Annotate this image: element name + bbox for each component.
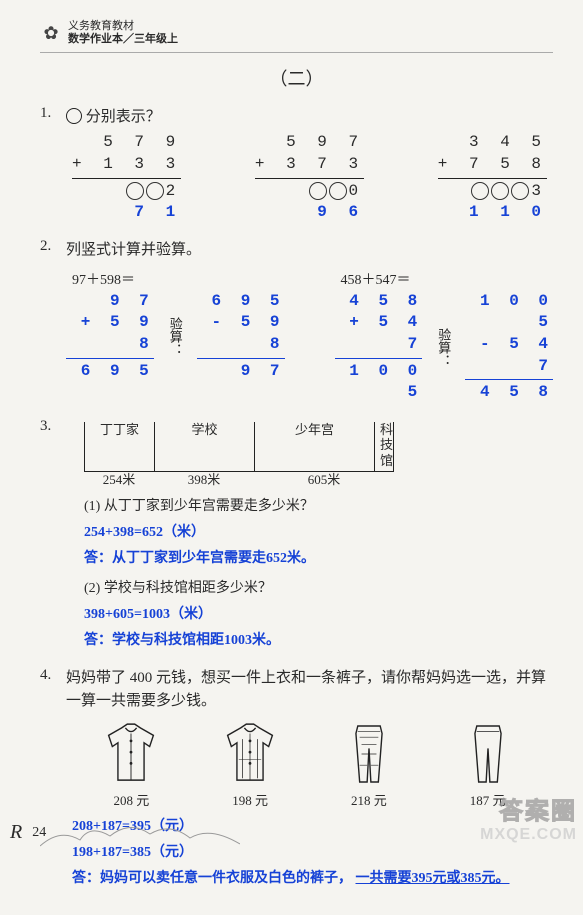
q3-number-line: 丁丁家 学校 少年宫 科技馆 254米 398米 605米	[84, 422, 394, 487]
q2r-ans: 1 0 0 5	[335, 361, 423, 404]
q1c3-a: 3 4 5	[438, 132, 547, 154]
header-line1: 义务教育教材	[68, 20, 178, 33]
q4-ans-b: 一共需要395元或385元。	[356, 871, 510, 886]
q1-text: 分别表示？	[86, 109, 161, 125]
seg-len-2: 605米	[254, 472, 394, 488]
q4-items-row: 208 元 198 元 218 元 187 元	[72, 722, 547, 809]
q2l-expr: 97＋598＝	[72, 269, 285, 289]
question-4: 4. 妈妈带了 400 元钱，想买一件上衣和一条裤子，请你帮妈妈选一选，并算一算…	[40, 667, 553, 891]
seg-len-0: 254米	[84, 472, 154, 488]
seg-lbl-1: 学校	[191, 422, 217, 437]
q1-additions-row: 5 7 9 + 1 3 3 2 7 1 5 9 7 + 3 7 3 0 9 6	[66, 132, 553, 223]
watermark-line1: 答案圈	[480, 791, 577, 826]
q1c1-tail: 2	[166, 181, 182, 203]
q3-sub1-eq: 254+398=652（米）	[84, 521, 553, 541]
q2r-va: 1 0 0 5	[465, 291, 553, 334]
page-subtitle: （二）	[40, 65, 553, 91]
page: ✿ 义务教育教材 数学作业本／三年级上 （二） 1. 分别表示？ 5 7 9 +…	[0, 0, 583, 915]
q2l-verify-label: 验算：	[166, 317, 185, 356]
price-2: 218 元	[351, 790, 387, 809]
q2r-vb: - 5 4 7	[465, 334, 553, 377]
q3-number: 3.	[40, 418, 60, 435]
q1-number: 1.	[40, 105, 60, 122]
q1c1-ans: 7 1	[72, 202, 181, 224]
shirt-icon	[103, 722, 159, 786]
question-2: 2. 列竖式计算并验算。 97＋598＝ 9 7 + 5 9 8 6 9 5	[40, 238, 553, 404]
seg-lbl-0: 丁丁家	[84, 422, 154, 471]
q1c1-a: 5 7 9	[72, 132, 181, 154]
q1c3-b: + 7 5 8	[438, 154, 547, 176]
q2-left: 97＋598＝ 9 7 + 5 9 8 6 9 5 验算： 6 9 5	[66, 265, 285, 404]
q2l-a: 9 7	[66, 291, 154, 313]
pants-icon	[341, 722, 397, 786]
q1-col-2: 5 9 7 + 3 7 3 0 9 6	[255, 132, 364, 223]
watermark: 答案圈 MXQE.COM	[480, 791, 577, 844]
q4-ans-a: 答：妈妈可以卖任意一件衣服及白色的裤子，	[72, 871, 352, 886]
seg-len-1: 398米	[154, 472, 254, 488]
seg-lbl-2: 少年宫	[295, 422, 334, 437]
q1-col-1: 5 7 9 + 1 3 3 2 7 1	[72, 132, 181, 223]
q2-text: 列竖式计算并验算。	[66, 238, 553, 259]
footer-r: R	[10, 821, 22, 844]
q1c1-b: + 1 3 3	[72, 154, 181, 176]
q2-right: 458＋547＝ 4 5 8 + 5 4 7 1 0 0 5 验算： 1 0 0…	[335, 265, 554, 404]
q1c2-a: 5 9 7	[255, 132, 364, 154]
watermark-line2: MXQE.COM	[480, 826, 577, 844]
price-0: 208 元	[113, 790, 149, 809]
q1c2-b: + 3 7 3	[255, 154, 364, 176]
price-1: 198 元	[232, 790, 268, 809]
q3-sub2-ans: 答：学校与科技馆相距1003米。	[84, 629, 553, 649]
q1c2-tail: 0	[349, 181, 365, 203]
circle-icon	[66, 108, 82, 124]
q2l-b: + 5 9 8	[66, 312, 154, 355]
q1c2-ans: 9 6	[255, 202, 364, 224]
item-shirt-1: 208 元	[103, 722, 159, 809]
q4-number: 4.	[40, 667, 60, 684]
q1c3-ans: 1 1 0	[438, 202, 547, 224]
q3-sub2-eq: 398+605=1003（米）	[84, 603, 553, 623]
q2l-va: 6 9 5	[197, 291, 285, 313]
seg-lbl-3: 科技馆	[380, 422, 393, 468]
q2l-vans: 9 7	[197, 361, 285, 383]
q2r-b: + 5 4 7	[335, 312, 423, 355]
q2r-vans: 4 5 8	[465, 382, 553, 404]
q2l-vb: - 5 9 8	[197, 312, 285, 355]
q2r-a: 4 5 8	[335, 291, 423, 313]
q3-sub1-ans: 答：从丁丁家到少年宫需要走652米。	[84, 547, 553, 567]
q2l-ans: 6 9 5	[66, 361, 154, 383]
q1-col-3: 3 4 5 + 7 5 8 3 1 1 0	[438, 132, 547, 223]
item-pants-1: 218 元	[341, 722, 397, 809]
pants-icon	[460, 722, 516, 786]
q2r-verify-label: 验算：	[434, 328, 453, 367]
question-3: 3. 丁丁家 学校 少年宫 科技馆 254米 398米 605米 (1) 从丁	[40, 418, 553, 653]
q3-sub2-q: (2) 学校与科技馆相距多少米？	[84, 577, 553, 597]
header-line2: 数学作业本／三年级上	[68, 33, 178, 46]
shirt-icon	[222, 722, 278, 786]
q1c3-tail: 3	[531, 181, 547, 203]
q2r-expr: 458＋547＝	[341, 269, 554, 289]
publisher-logo: ✿	[40, 22, 62, 44]
q2-number: 2.	[40, 238, 60, 255]
cloud-decoration	[40, 820, 240, 848]
header: ✿ 义务教育教材 数学作业本／三年级上	[40, 20, 553, 53]
q4-text: 妈妈带了 400 元钱，想买一件上衣和一条裤子，请你帮妈妈选一选，并算一算一共需…	[66, 667, 553, 712]
item-shirt-2: 198 元	[222, 722, 278, 809]
q3-sub1-q: (1) 从丁丁家到少年宫需要走多少米？	[84, 495, 553, 515]
question-1: 1. 分别表示？ 5 7 9 + 1 3 3 2 7 1 5 9 7 + 3 7…	[40, 105, 553, 223]
